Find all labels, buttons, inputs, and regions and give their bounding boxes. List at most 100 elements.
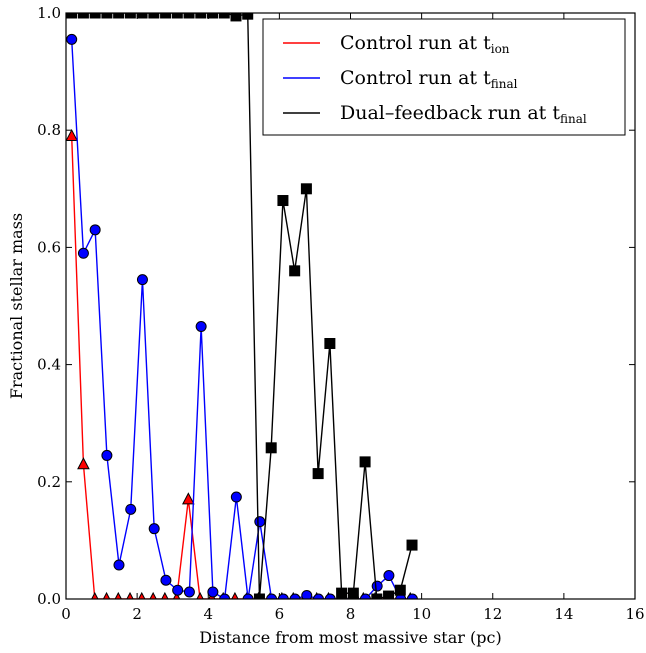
series-2-point-21	[312, 468, 324, 480]
series-2-point-20	[300, 183, 312, 195]
series-1-point-11	[195, 321, 207, 333]
series-1-point-26	[371, 580, 383, 592]
legend-label-1: Control run at tfinal	[340, 67, 518, 91]
legend-label-2: Dual–feedback run at tfinal	[340, 102, 587, 126]
series-2-point-18	[277, 195, 289, 207]
series-1-point-15	[242, 593, 254, 599]
plot-frame	[65, 12, 636, 600]
x-tick-label-4: 8	[346, 605, 356, 623]
x-axis-label: Distance from most massive star (pc)	[199, 628, 501, 647]
series-line-1	[70, 39, 413, 599]
x-tick-label-1: 2	[132, 605, 142, 623]
series-1-point-29	[406, 593, 418, 599]
series-0-point-6	[138, 591, 146, 599]
series-2-point-6	[136, 13, 148, 19]
series-2-point-0	[66, 13, 78, 19]
series-2-point-26	[371, 593, 383, 599]
legend-label-sub-1: final	[491, 77, 518, 91]
series-0-point-3	[102, 591, 111, 599]
y-tick-label-4: 0.8	[37, 121, 61, 139]
series-1-point-7	[148, 523, 160, 535]
series-2-point-16	[253, 593, 265, 599]
series-1-point-3	[101, 449, 113, 461]
series-0-point-2	[91, 591, 99, 599]
series-1-point-0	[66, 33, 78, 45]
series-line-2	[71, 13, 413, 599]
x-tick-label-3: 6	[275, 605, 285, 623]
series-1-point-12	[207, 586, 219, 598]
legend-label-sub-0: ion	[491, 42, 510, 56]
series-2-point-12	[207, 13, 219, 19]
series-2-point-4	[113, 13, 125, 19]
series-2-point-14	[230, 13, 242, 22]
y-axis-label: Fractional stellar mass	[7, 213, 26, 399]
y-tick-label-0: 0.0	[37, 590, 61, 608]
series-2-point-15	[242, 13, 254, 20]
series-2-point-11	[195, 13, 207, 19]
series-2-point-17	[265, 442, 277, 454]
series-0-point-1	[77, 457, 90, 470]
series-1-point-19	[289, 593, 301, 599]
series-1-point-13	[219, 593, 231, 599]
y-tick-label-1: 0.2	[37, 473, 61, 491]
series-2-point-13	[218, 13, 230, 19]
series-0-point-4	[114, 591, 122, 599]
legend-label-main-1: Control run at t	[340, 67, 491, 89]
series-2-point-23	[336, 587, 348, 599]
series-2-point-22	[324, 338, 336, 350]
legend-box	[262, 18, 626, 136]
series-0-point-10	[182, 492, 195, 505]
series-2-point-2	[89, 13, 101, 19]
series-1-point-27	[383, 570, 395, 582]
series-0-point-11	[196, 591, 204, 599]
series-1-point-21	[312, 593, 324, 599]
series-2-point-27	[383, 590, 395, 599]
series-0-point-7	[149, 591, 157, 599]
y-tick-label-3: 0.6	[37, 238, 61, 256]
series-2-point-7	[148, 13, 160, 19]
x-tick-label-2: 4	[203, 605, 213, 623]
series-1-point-8	[160, 574, 172, 586]
x-tick-label-7: 14	[554, 605, 573, 623]
series-0-point-5	[126, 591, 134, 599]
series-1-point-6	[136, 274, 148, 286]
series-1-point-16	[254, 516, 266, 528]
x-tick-label-5: 10	[412, 605, 431, 623]
series-1-point-10	[183, 586, 195, 598]
series-2-point-28	[394, 584, 406, 596]
series-1-point-14	[230, 491, 242, 503]
legend-label-main-2: Dual–feedback run at t	[340, 102, 560, 124]
legend-label-sub-2: final	[560, 112, 587, 126]
series-2-point-24	[347, 587, 359, 599]
series-0-point-9	[172, 591, 181, 599]
series-0-point-14	[231, 591, 239, 599]
y-tick-label-2: 0.4	[37, 356, 61, 374]
series-2-point-9	[171, 13, 183, 19]
series-1-point-17	[266, 593, 278, 599]
x-tick-label-6: 12	[483, 605, 502, 623]
legend-label-0: Control run at tion	[340, 32, 510, 56]
series-2-point-25	[359, 456, 371, 468]
series-2-point-19	[289, 265, 301, 277]
tick-labels: 0 2 4 6 8 10 12 14 16 0.0 0.2 0.4 0.6 0.8 1.0	[37, 4, 644, 623]
series-1-point-9	[172, 584, 184, 596]
x-tick-label-8: 16	[625, 605, 644, 623]
series-0-point-8	[161, 591, 169, 599]
y-tick-label-5: 1.0	[37, 4, 61, 22]
series-layer	[66, 13, 418, 599]
series-0-point-0	[66, 128, 79, 142]
series-1-point-22	[324, 593, 336, 599]
series-1-point-2	[89, 224, 101, 236]
series-1-point-20	[301, 589, 313, 599]
series-2-point-1	[77, 13, 89, 19]
series-1	[66, 33, 418, 599]
x-tick-label-0: 0	[61, 605, 71, 623]
series-1-point-4	[113, 559, 125, 571]
series-2-point-8	[160, 13, 172, 19]
series-2-point-5	[124, 13, 136, 19]
series-1-point-18	[277, 593, 289, 599]
series-1-point-25	[359, 593, 371, 599]
series-1-point-5	[125, 503, 137, 515]
